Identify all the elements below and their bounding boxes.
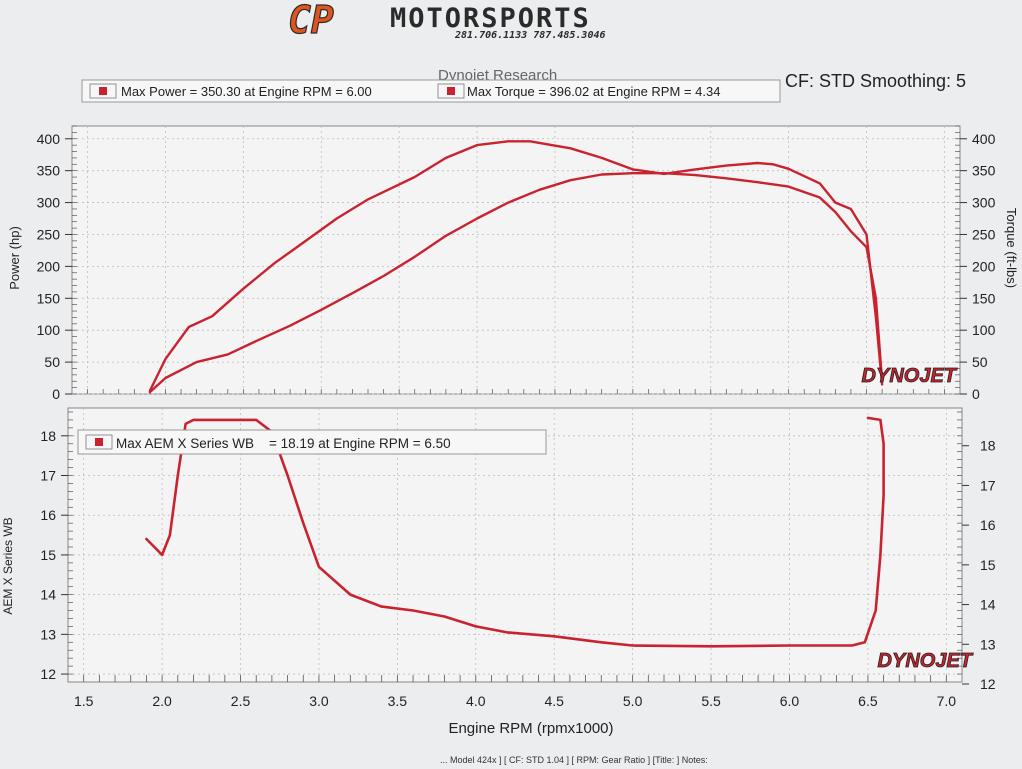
rpm-tick-label: 1.5 [74,693,94,709]
power-torque-plot: 0 50 100 150 200 250 300 350 400 0 50 100 150 200 250… [7,125,1019,402]
rpm-tick-label: 4.0 [466,693,486,709]
afr-legend-box [77,429,547,455]
power-tick-label: 400 [37,131,61,147]
power-tick-label: 300 [37,195,61,211]
torque-tick-label: 350 [972,163,996,179]
afr-right-axis-labels: 12 13 14 15 16 17 18 [962,438,996,692]
top-legend: Max Power = 350.30 at Engine RPM = 6.00 … [81,79,781,103]
afr-legend-text: Max AEM X Series WB = 18.19 at Engine RP… [116,436,451,451]
power-tick-label: 50 [44,354,60,370]
rpm-tick-label: 6.5 [858,693,878,709]
power-tick-label: 350 [37,163,61,179]
rpm-tick-label: 4.5 [544,693,564,709]
top-plot-area [71,125,961,395]
rpm-tick-label: 2.5 [231,693,251,709]
power-tick-label: 200 [37,258,61,274]
torque-tick-label: 250 [972,226,996,242]
torque-tick-label: 100 [972,322,996,338]
bottom-tick-marks [68,411,962,682]
bottom-dynojet-watermark: DYNOJET [878,650,974,672]
torque-tick-label: 200 [972,258,996,274]
torque-tick-label: 50 [972,354,988,370]
logo-phones: 281.706.1133 787.485.3046 [454,30,606,41]
afr-series [145,416,885,648]
afr-right-tick-label: 13 [980,636,996,652]
power-axis-title: Power (hp) [7,226,22,290]
torque-axis-title: Torque (ft-lbs) [1004,208,1019,288]
header-logo: CP MOTORSPORTS 281.706.1133 787.485.3046 [287,0,606,43]
afr-right-tick-label: 15 [980,557,996,573]
torque-curve [148,140,884,392]
afr-legend-swatch-fill [95,438,103,446]
torque-tick-label: 0 [972,386,980,402]
top-tick-marks [72,125,960,395]
afr-tick-label: 17 [40,468,56,484]
torque-tick-label: 150 [972,290,996,306]
afr-right-tick-label: 17 [980,477,996,493]
legend-torque: Max Torque = 396.02 at Engine RPM = 4.34 [467,84,720,99]
top-legend-box [81,79,781,103]
afr-tick-label: 15 [40,547,56,563]
afr-right-tick-label: 18 [980,438,996,454]
torque-axis-labels: 0 50 100 150 200 250 300 350 400 [960,131,996,402]
logo-brand: MOTORSPORTS [390,3,591,34]
rpm-tick-label: 3.0 [309,693,329,709]
power-torque-series [148,140,884,394]
afr-tick-label: 13 [40,626,56,642]
power-tick-label: 250 [37,226,61,242]
afr-curve [145,416,885,648]
afr-tick-label: 18 [40,428,56,444]
afr-axis-title: AEM X Series WB [1,517,15,614]
footer-note: ... Model 424x ] [ CF: STD 1.04 ] [ RPM:… [440,755,708,765]
rpm-tick-label: 5.0 [623,693,643,709]
logo-mark: CP [288,0,334,42]
torque-tick-label: 300 [972,195,996,211]
rpm-tick-label: 6.0 [780,693,800,709]
afr-right-tick-label: 16 [980,517,996,533]
rpm-tick-label: 7.0 [937,693,957,709]
power-tick-label: 0 [52,386,60,402]
power-tick-label: 100 [37,322,61,338]
top-dynojet-watermark: DYNOJET [862,365,958,387]
rpm-tick-label: 5.5 [701,693,721,709]
cf-smoothing: CF: STD Smoothing: 5 [785,71,966,91]
power-tick-label: 150 [37,290,61,306]
legend-swatch-torque-fill [447,87,455,95]
power-curve [148,172,884,394]
legend-swatch-power-fill [99,87,107,95]
rpm-tick-label: 3.5 [388,693,408,709]
rpm-tick-label: 2.0 [152,693,172,709]
afr-tick-label: 12 [40,666,56,682]
afr-plot: 12 13 14 15 16 17 18 12 13 14 15 16 17 18 1.5 2.0 2.5 3… [1,407,996,737]
power-axis-labels: 0 50 100 150 200 250 300 350 400 [37,131,72,402]
afr-tick-label: 14 [40,587,56,603]
torque-tick-label: 400 [972,131,996,147]
legend-power: Max Power = 350.30 at Engine RPM = 6.00 [121,84,372,99]
afr-axis-labels: 12 13 14 15 16 17 18 [40,428,68,682]
top-grid [72,126,960,395]
afr-right-tick-label: 14 [980,597,996,613]
afr-right-tick-label: 12 [980,676,996,692]
rpm-axis-labels: 1.5 2.0 2.5 3.0 3.5 4.0 4.5 5.0 5.5 6.0 6.5 7.0 [74,693,956,709]
afr-tick-label: 16 [40,507,56,523]
rpm-axis-title: Engine RPM (rpmx1000) [448,720,613,737]
